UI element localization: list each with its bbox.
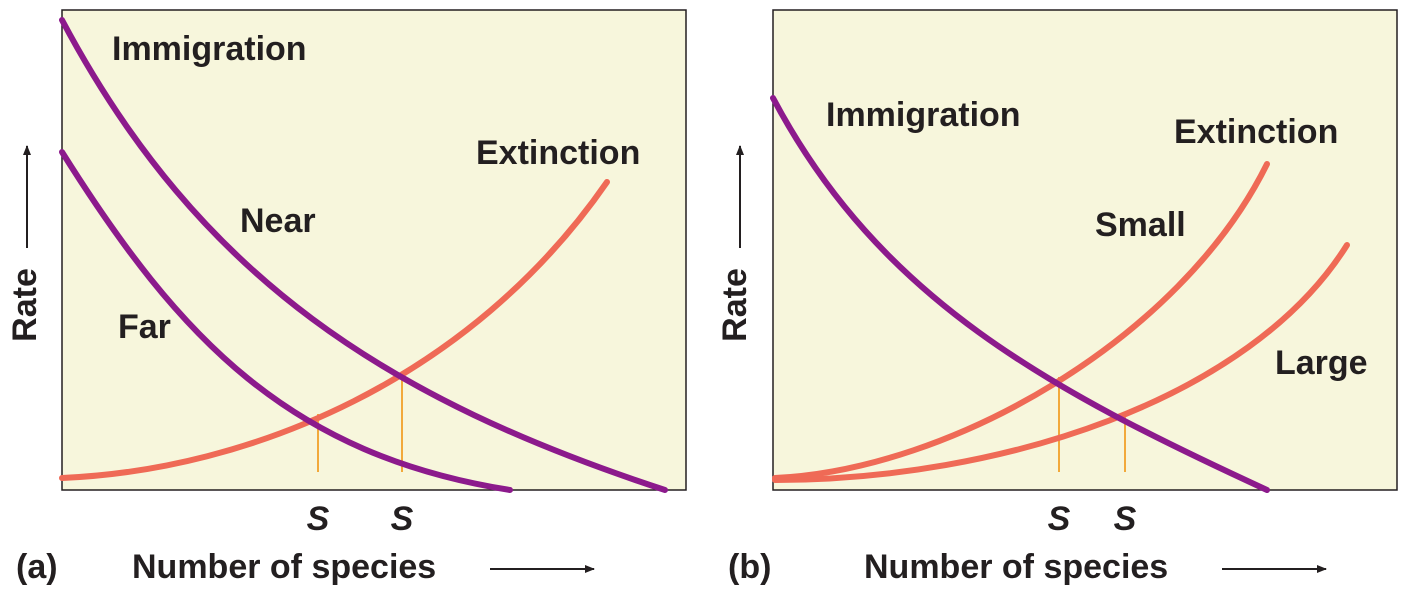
panel-b-immigration-label: Immigration	[826, 96, 1021, 134]
panel-a: Immigration Extinction Near Far S S Rate…	[6, 9, 687, 586]
panel-a-near-label: Near	[240, 202, 316, 240]
panel-b-x-axis-title: Number of species	[864, 548, 1168, 586]
panel-b-equilibrium-large-symbol: S	[1114, 500, 1137, 538]
panel-a-far-label: Far	[118, 308, 171, 346]
panel-b-extinction-large-curve	[772, 242, 1350, 483]
panel-a-letter: (a)	[16, 548, 58, 586]
panel-b: Immigration Extinction Small Large S S R…	[716, 9, 1398, 586]
panel-a-y-axis-title: Rate	[6, 268, 44, 342]
panel-b-large-label: Large	[1275, 344, 1368, 382]
panel-b-small-label: Small	[1095, 206, 1186, 244]
panel-a-extinction-label: Extinction	[476, 134, 640, 172]
panel-a-immigration-far-curve	[59, 149, 513, 493]
panel-a-plot-area	[61, 9, 687, 491]
panel-b-extinction-label: Extinction	[1174, 113, 1338, 151]
panel-b-immigration-curve	[770, 95, 1270, 493]
panel-a-immigration-label: Immigration	[112, 30, 307, 68]
panel-a-equilibrium-near-symbol: S	[391, 500, 414, 538]
panel-a-extinction-curve	[59, 179, 610, 481]
panel-a-equilibrium-far-symbol: S	[307, 500, 330, 538]
panel-b-plot-area	[772, 9, 1398, 491]
panel-b-equilibrium-small-symbol: S	[1048, 500, 1071, 538]
panel-b-letter: (b)	[728, 548, 771, 586]
panel-b-y-axis-title: Rate	[716, 268, 754, 342]
panel-a-x-axis-title: Number of species	[132, 548, 436, 586]
panel-a-immigration-near-curve	[59, 17, 668, 493]
